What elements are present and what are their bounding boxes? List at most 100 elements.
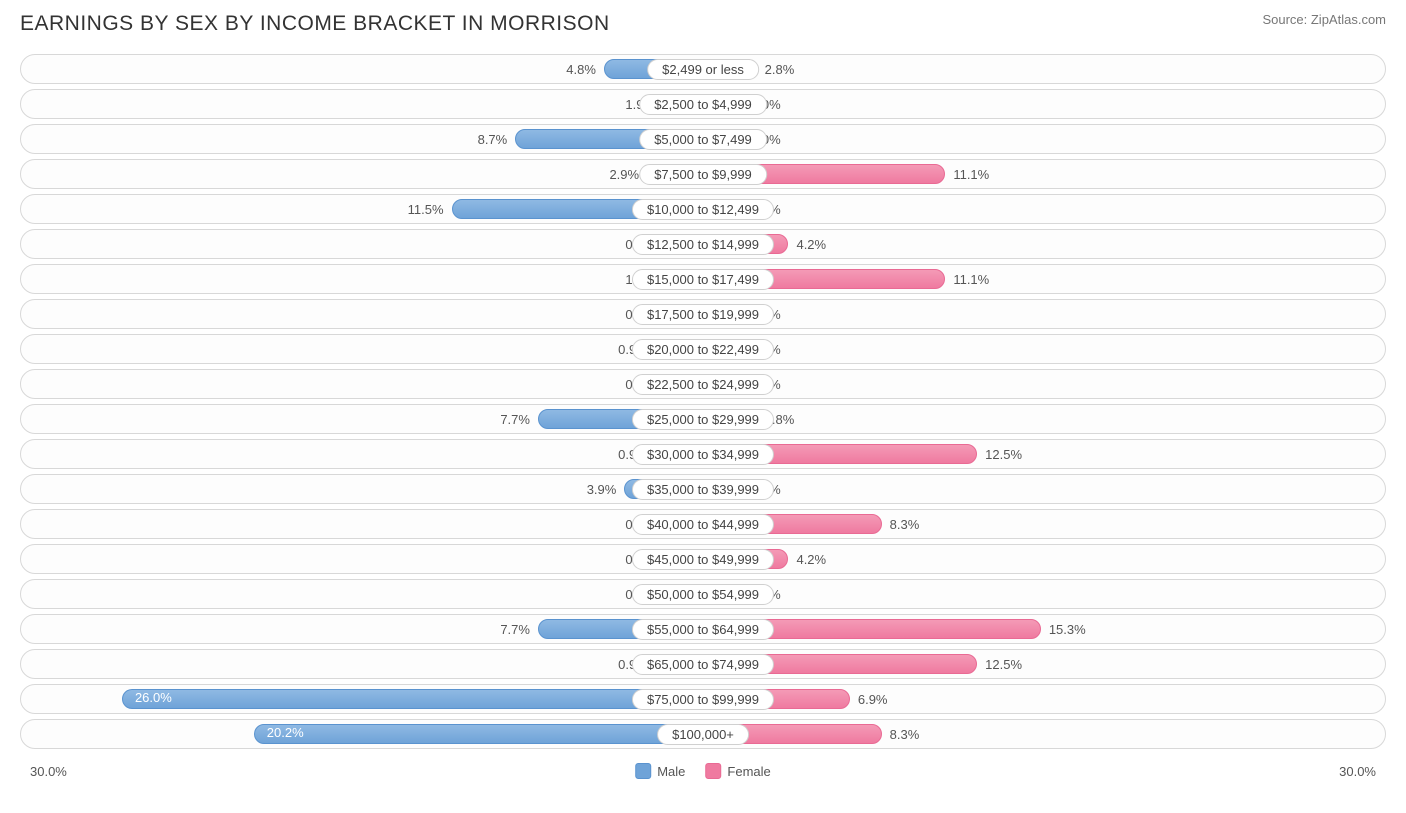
chart-row: 3.9%0.0%$35,000 to $39,999 <box>20 474 1386 504</box>
bracket-label: $75,000 to $99,999 <box>632 689 774 710</box>
male-pct-label: 7.7% <box>500 412 530 427</box>
legend-male-label: Male <box>657 764 685 779</box>
female-pct-label: 8.3% <box>890 727 920 742</box>
axis-max-right: 30.0% <box>1339 764 1376 779</box>
bracket-label: $5,000 to $7,499 <box>639 129 767 150</box>
male-pct-label: 26.0% <box>135 690 172 705</box>
bracket-label: $10,000 to $12,499 <box>632 199 774 220</box>
chart-row: 1.9%0.0%$2,500 to $4,999 <box>20 89 1386 119</box>
female-half: 4.2% <box>703 545 1385 573</box>
male-half: 1.9% <box>21 265 703 293</box>
male-half: 0.0% <box>21 300 703 328</box>
chart-row: 20.2%8.3%$100,000+ <box>20 719 1386 749</box>
male-half: 3.9% <box>21 475 703 503</box>
chart-row: 0.96% 12.5% $65,000 to $74,999 <box>20 649 1386 679</box>
chart-row: 0.0%4.2%$45,000 to $49,999 <box>20 544 1386 574</box>
female-pct-label: 15.3% <box>1049 622 1086 637</box>
male-half: 0.96% <box>21 335 703 363</box>
female-half: 11.1% <box>703 160 1385 188</box>
male-bar: 26.0% <box>122 689 713 709</box>
female-half: 8.3% <box>703 720 1385 748</box>
legend-female: Female <box>705 763 770 779</box>
legend: Male Female <box>635 763 771 779</box>
female-swatch-icon <box>705 763 721 779</box>
bracket-label: $50,000 to $54,999 <box>632 584 774 605</box>
bracket-label: $30,000 to $34,999 <box>632 444 774 465</box>
bracket-label: $55,000 to $64,999 <box>632 619 774 640</box>
male-swatch-icon <box>635 763 651 779</box>
chart-row: 0.0% 4.2% $12,500 to $14,999 <box>20 229 1386 259</box>
male-half: 4.8% <box>21 55 703 83</box>
diverging-bar-chart: 4.8%2.8%$2,499 or less1.9%0.0%$2,500 to … <box>20 54 1386 749</box>
chart-row: 0.96%0.0%$20,000 to $22,499 <box>20 334 1386 364</box>
male-half: 20.2% <box>21 720 703 748</box>
female-half: 0.0% <box>703 335 1385 363</box>
female-half: 12.5% <box>703 440 1385 468</box>
axis-max-left: 30.0% <box>30 764 67 779</box>
female-half: 0.0% <box>703 300 1385 328</box>
bracket-label: $17,500 to $19,999 <box>632 304 774 325</box>
female-pct-label: 2.8% <box>765 62 795 77</box>
female-half: 6.9% <box>703 685 1385 713</box>
male-bar: 20.2% <box>254 724 713 744</box>
female-pct-label: 12.5% <box>985 657 1022 672</box>
chart-row: 11.5% 0.0%$10,000 to $12,499 <box>20 194 1386 224</box>
chart-row: 7.7% 15.3% $55,000 to $64,999 <box>20 614 1386 644</box>
male-pct-label: 2.9% <box>609 167 639 182</box>
female-half: 12.5% <box>703 650 1385 678</box>
male-pct-label: 7.7% <box>500 622 530 637</box>
female-half: 0.0% <box>703 90 1385 118</box>
female-half: 2.8% <box>703 405 1385 433</box>
bracket-label: $7,500 to $9,999 <box>639 164 767 185</box>
bracket-label: $15,000 to $17,499 <box>632 269 774 290</box>
male-half: 0.0% <box>21 230 703 258</box>
chart-header: EARNINGS BY SEX BY INCOME BRACKET IN MOR… <box>20 12 1386 36</box>
female-pct-label: 11.1% <box>953 272 989 287</box>
bracket-label: $65,000 to $74,999 <box>632 654 774 675</box>
male-half: 8.7% <box>21 125 703 153</box>
chart-title: EARNINGS BY SEX BY INCOME BRACKET IN MOR… <box>20 12 610 36</box>
male-half: 11.5% <box>21 195 703 223</box>
chart-row: 2.9% 11.1%$7,500 to $9,999 <box>20 159 1386 189</box>
male-half: 7.7% <box>21 405 703 433</box>
male-half: 1.9% <box>21 90 703 118</box>
male-half: 0.0% <box>21 580 703 608</box>
female-half: 0.0% <box>703 370 1385 398</box>
female-half: 2.8% <box>703 55 1385 83</box>
male-half: 2.9% <box>21 160 703 188</box>
chart-row: 0.0%0.0%$22,500 to $24,999 <box>20 369 1386 399</box>
chart-row: 8.7%0.0%$5,000 to $7,499 <box>20 124 1386 154</box>
female-half: 4.2% <box>703 230 1385 258</box>
bracket-label: $25,000 to $29,999 <box>632 409 774 430</box>
bracket-label: $20,000 to $22,499 <box>632 339 774 360</box>
female-pct-label: 4.2% <box>796 237 826 252</box>
bracket-label: $2,500 to $4,999 <box>639 94 767 115</box>
female-half: 0.0% <box>703 580 1385 608</box>
bracket-label: $35,000 to $39,999 <box>632 479 774 500</box>
chart-row: 7.7% 2.8%$25,000 to $29,999 <box>20 404 1386 434</box>
female-pct-label: 6.9% <box>858 692 888 707</box>
male-pct-label: 4.8% <box>566 62 596 77</box>
chart-source: Source: ZipAtlas.com <box>1262 12 1386 27</box>
chart-row: 4.8%2.8%$2,499 or less <box>20 54 1386 84</box>
legend-male: Male <box>635 763 685 779</box>
female-half: 0.0% <box>703 195 1385 223</box>
male-half: 0.0% <box>21 510 703 538</box>
female-pct-label: 4.2% <box>796 552 826 567</box>
chart-footer: 30.0% Male Female 30.0% <box>20 759 1386 783</box>
chart-row: 0.0%0.0%$17,500 to $19,999 <box>20 299 1386 329</box>
female-half: 15.3% <box>703 615 1385 643</box>
chart-row: 1.9% 11.1% $15,000 to $17,499 <box>20 264 1386 294</box>
female-half: 8.3% <box>703 510 1385 538</box>
male-half: 0.0% <box>21 370 703 398</box>
bracket-label: $12,500 to $14,999 <box>632 234 774 255</box>
female-pct-label: 8.3% <box>890 517 920 532</box>
male-pct-label: 11.5% <box>408 202 444 217</box>
male-half: 0.96% <box>21 440 703 468</box>
bracket-label: $40,000 to $44,999 <box>632 514 774 535</box>
chart-row: 0.0%0.0%$50,000 to $54,999 <box>20 579 1386 609</box>
male-half: 0.96% <box>21 650 703 678</box>
bracket-label: $45,000 to $49,999 <box>632 549 774 570</box>
male-pct-label: 20.2% <box>267 725 304 740</box>
male-half: 26.0% <box>21 685 703 713</box>
